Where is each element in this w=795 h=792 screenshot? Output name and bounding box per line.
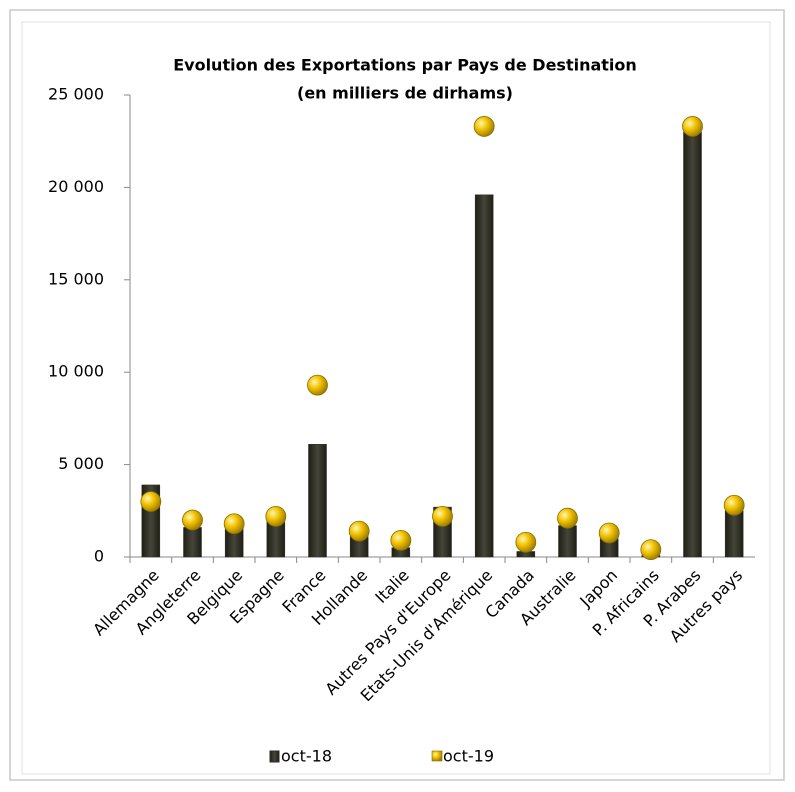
marker [140, 491, 162, 512]
marker [390, 529, 412, 551]
chart-subtitle: (en milliers de dirhams) [297, 84, 513, 103]
y-tick-label: 0 [94, 547, 104, 566]
marker [348, 520, 370, 542]
y-tick-label: 20 000 [48, 177, 104, 196]
y-tick-label: 5 000 [58, 454, 104, 473]
marker [223, 513, 245, 535]
marker [473, 116, 495, 137]
legend-swatch [269, 750, 280, 763]
legend-swatch [431, 750, 443, 762]
bar [308, 444, 327, 558]
y-tick-label: 15 000 [48, 269, 104, 288]
bar [183, 527, 202, 558]
marker [598, 522, 620, 544]
bar [558, 525, 577, 558]
legend-label: oct-18 [281, 747, 332, 766]
bar [724, 510, 744, 558]
chart-title: Evolution des Exportations par Pays de D… [173, 56, 637, 75]
marker [723, 494, 745, 516]
marker [182, 509, 203, 531]
marker [265, 505, 287, 527]
marker [640, 539, 662, 561]
outer-frame [9, 9, 785, 781]
y-tick-label: 10 000 [48, 362, 104, 381]
y-tick-label: 25 000 [48, 85, 104, 104]
bar [266, 521, 286, 558]
marker [515, 531, 537, 553]
legend-label: oct-19 [443, 747, 494, 766]
bar [474, 194, 494, 558]
marker [557, 507, 578, 529]
plot-frame [21, 21, 771, 775]
marker [682, 116, 703, 137]
marker [307, 374, 328, 396]
bar [683, 131, 702, 558]
marker [432, 505, 453, 527]
